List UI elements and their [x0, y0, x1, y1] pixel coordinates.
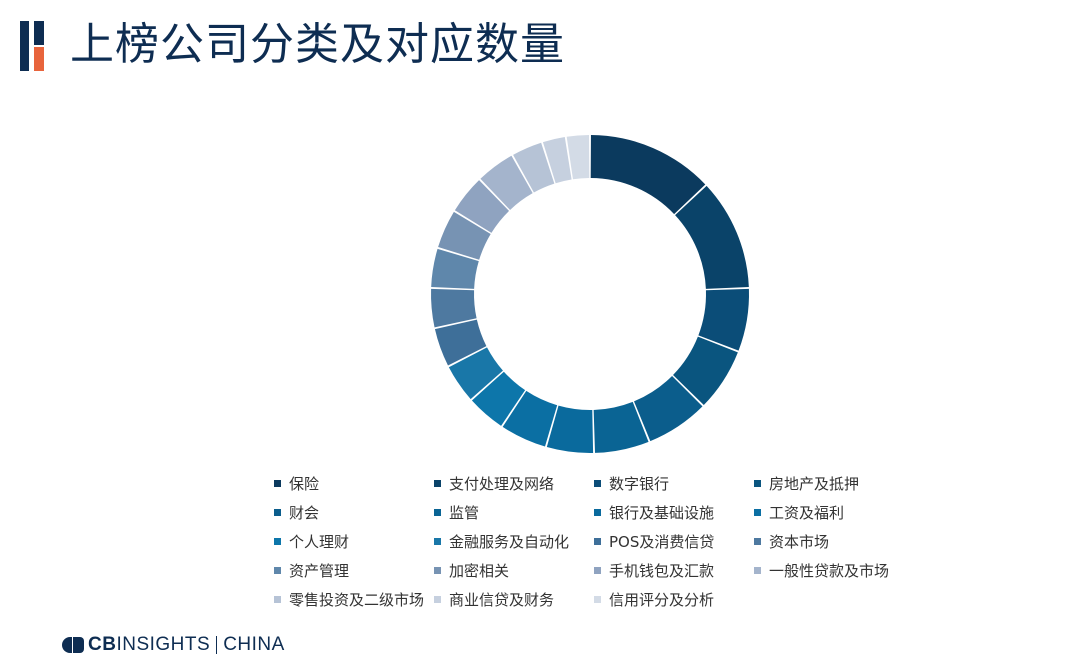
legend-label: 一般性贷款及市场 — [769, 561, 890, 580]
legend-label: 财会 — [289, 503, 320, 522]
legend-swatch — [274, 537, 281, 545]
donut-slice — [438, 211, 491, 260]
legend-item: POS及消费信贷 — [594, 530, 754, 552]
legend-label: 银行及基础设施 — [609, 503, 715, 522]
cb-insights-logo: CBINSIGHTS CHINA — [62, 633, 285, 657]
legend-swatch — [274, 479, 281, 487]
legend-label: 保险 — [289, 474, 320, 493]
legend-swatch — [434, 537, 441, 545]
legend-item: 商业信贷及财务 — [434, 588, 594, 610]
brand-insights: INSIGHTS — [116, 634, 211, 655]
donut-slice — [434, 319, 487, 366]
legend-item: 监管 — [434, 501, 594, 523]
legend-item: 零售投资及二级市场 — [274, 588, 434, 610]
donut-slice — [513, 142, 555, 193]
legend-item: 资本市场 — [754, 530, 914, 552]
page-title: 上榜公司分类及对应数量 — [70, 19, 565, 70]
legend-label: 金融服务及自动化 — [449, 532, 570, 551]
donut-slice — [542, 137, 572, 184]
legend-swatch — [594, 537, 601, 545]
header-logo-mark — [20, 21, 46, 71]
legend-item: 数字银行 — [594, 472, 754, 494]
legend-item: 个人理财 — [274, 530, 434, 552]
legend-label: 资产管理 — [289, 561, 350, 580]
cb-logo-icon — [62, 637, 84, 653]
legend-label: 工资及福利 — [769, 503, 845, 522]
donut-slice — [431, 248, 479, 289]
chart-legend: 保险 支付处理及网络 数字银行 房地产及抵押财会 监管 银行及基础设施 工资及福利个人理财 金… — [274, 472, 914, 610]
legend-item: 房地产及抵押 — [754, 472, 914, 494]
legend-item: 保险 — [274, 472, 434, 494]
legend-item: 一般性贷款及市场 — [754, 559, 914, 581]
donut-slice — [431, 288, 477, 328]
legend-label: 个人理财 — [289, 532, 350, 551]
legend-swatch — [434, 479, 441, 487]
legend-label: 数字银行 — [609, 474, 670, 493]
legend-item: 金融服务及自动化 — [434, 530, 594, 552]
legend-swatch — [434, 566, 441, 574]
legend-item: 支付处理及网络 — [434, 472, 594, 494]
donut-slice — [566, 135, 590, 180]
donut-slice — [698, 288, 749, 351]
legend-swatch — [754, 566, 761, 574]
legend-label: POS及消费信贷 — [609, 532, 715, 551]
legend-label: 商业信贷及财务 — [449, 590, 555, 609]
legend-label: 房地产及抵押 — [769, 474, 860, 493]
legend-item: 资产管理 — [274, 559, 434, 581]
donut-slice — [673, 336, 738, 406]
legend-label: 资本市场 — [769, 532, 830, 551]
brand-region: CHINA — [223, 634, 285, 655]
legend-swatch — [594, 595, 601, 603]
donut-slice — [502, 390, 558, 447]
legend-item: 信用评分及分析 — [594, 588, 754, 610]
legend-label: 加密相关 — [449, 561, 510, 580]
legend-label: 零售投资及二级市场 — [289, 590, 425, 609]
legend-item: 财会 — [274, 501, 434, 523]
legend-item: 银行及基础设施 — [594, 501, 754, 523]
legend-swatch — [434, 595, 441, 603]
donut-slice — [454, 180, 510, 233]
legend-label: 手机钱包及汇款 — [609, 561, 715, 580]
legend-swatch — [274, 566, 281, 574]
legend-swatch — [754, 479, 761, 487]
legend-label: 信用评分及分析 — [609, 590, 715, 609]
donut-slice — [675, 185, 749, 289]
legend-swatch — [754, 537, 761, 545]
legend-swatch — [594, 479, 601, 487]
legend-label: 监管 — [449, 503, 480, 522]
legend-swatch — [274, 595, 281, 603]
legend-item: 手机钱包及汇款 — [594, 559, 754, 581]
legend-label: 支付处理及网络 — [449, 474, 555, 493]
donut-slice — [471, 371, 526, 426]
donut-slice — [634, 375, 703, 442]
legend-swatch — [594, 566, 601, 574]
legend-swatch — [274, 508, 281, 516]
brand-cb: CB — [88, 634, 117, 655]
donut-slice — [546, 405, 594, 453]
legend-swatch — [754, 508, 761, 516]
legend-item: 加密相关 — [434, 559, 594, 581]
donut-slice — [590, 135, 706, 215]
donut-slice — [593, 401, 649, 453]
donut-slice — [480, 155, 533, 210]
legend-swatch — [594, 508, 601, 516]
donut-slice — [448, 347, 503, 400]
legend-swatch — [434, 508, 441, 516]
legend-item: 工资及福利 — [754, 501, 914, 523]
